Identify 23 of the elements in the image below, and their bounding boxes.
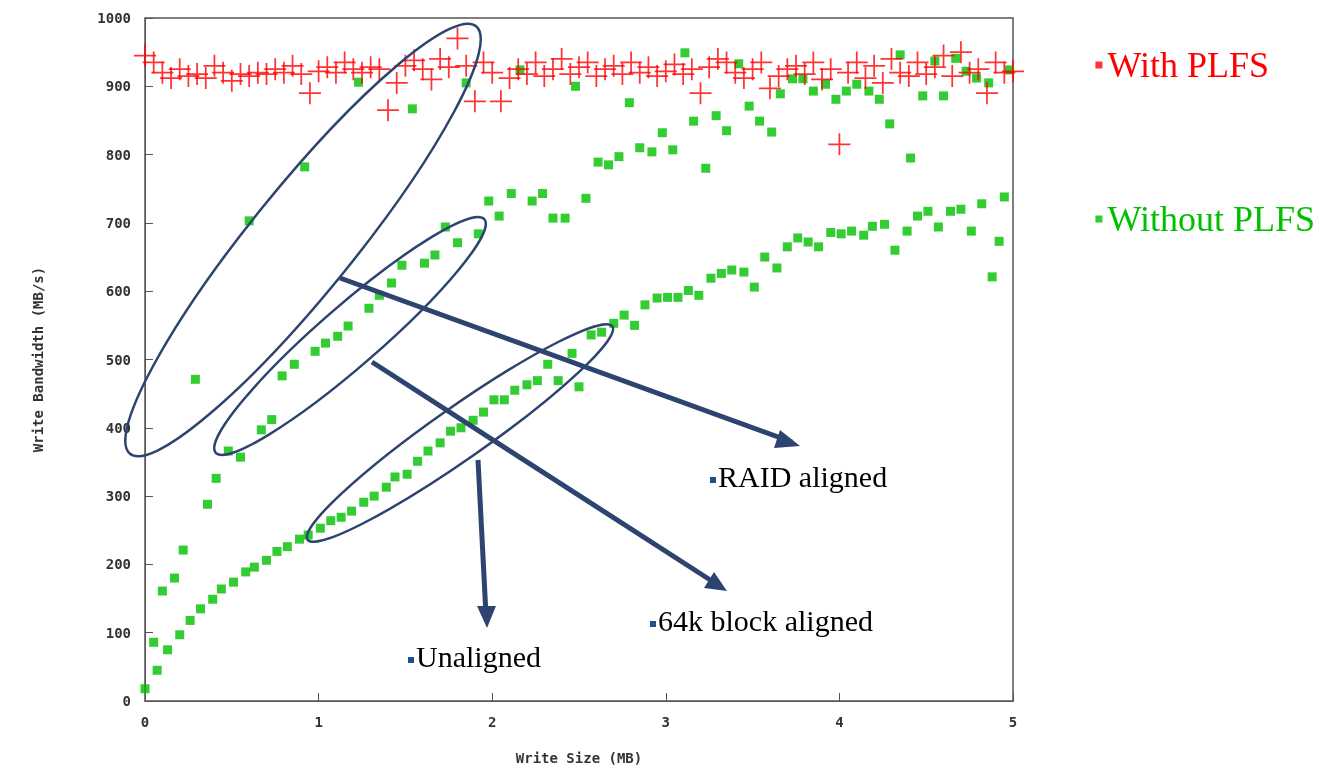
y-tick-label: 900 [105,78,131,95]
y-tick-label: 300 [105,488,131,505]
y-axis-title: Write Bandwidth (MB/s) [30,266,46,453]
annotation: 64k block aligned [657,604,873,638]
legend-label: With PLFS [1107,45,1270,85]
x-tick-label: 4 [835,714,844,730]
y-tick-label: 600 [105,283,131,300]
y-tick-label: 500 [105,351,131,368]
x-axis-title: Write Size (MB) [515,750,643,766]
x-tick-label: 3 [661,714,671,730]
y-tick-label: 700 [105,214,131,231]
annotation: Unaligned [415,640,541,674]
y-tick-label: 100 [105,624,131,641]
y-tick-label: 200 [105,556,131,573]
x-tick-label: 2 [487,714,497,730]
y-tick-label: 800 [105,146,131,163]
legend-label: Without PLFS [1107,199,1316,239]
annotation: RAID aligned [717,460,888,494]
y-tick-label: 0 [122,693,131,709]
x-tick-label: 0 [140,714,150,730]
x-tick-label: 5 [1008,714,1018,730]
y-tick-label: 1000 [97,10,131,26]
x-tick-label: 1 [314,714,323,730]
